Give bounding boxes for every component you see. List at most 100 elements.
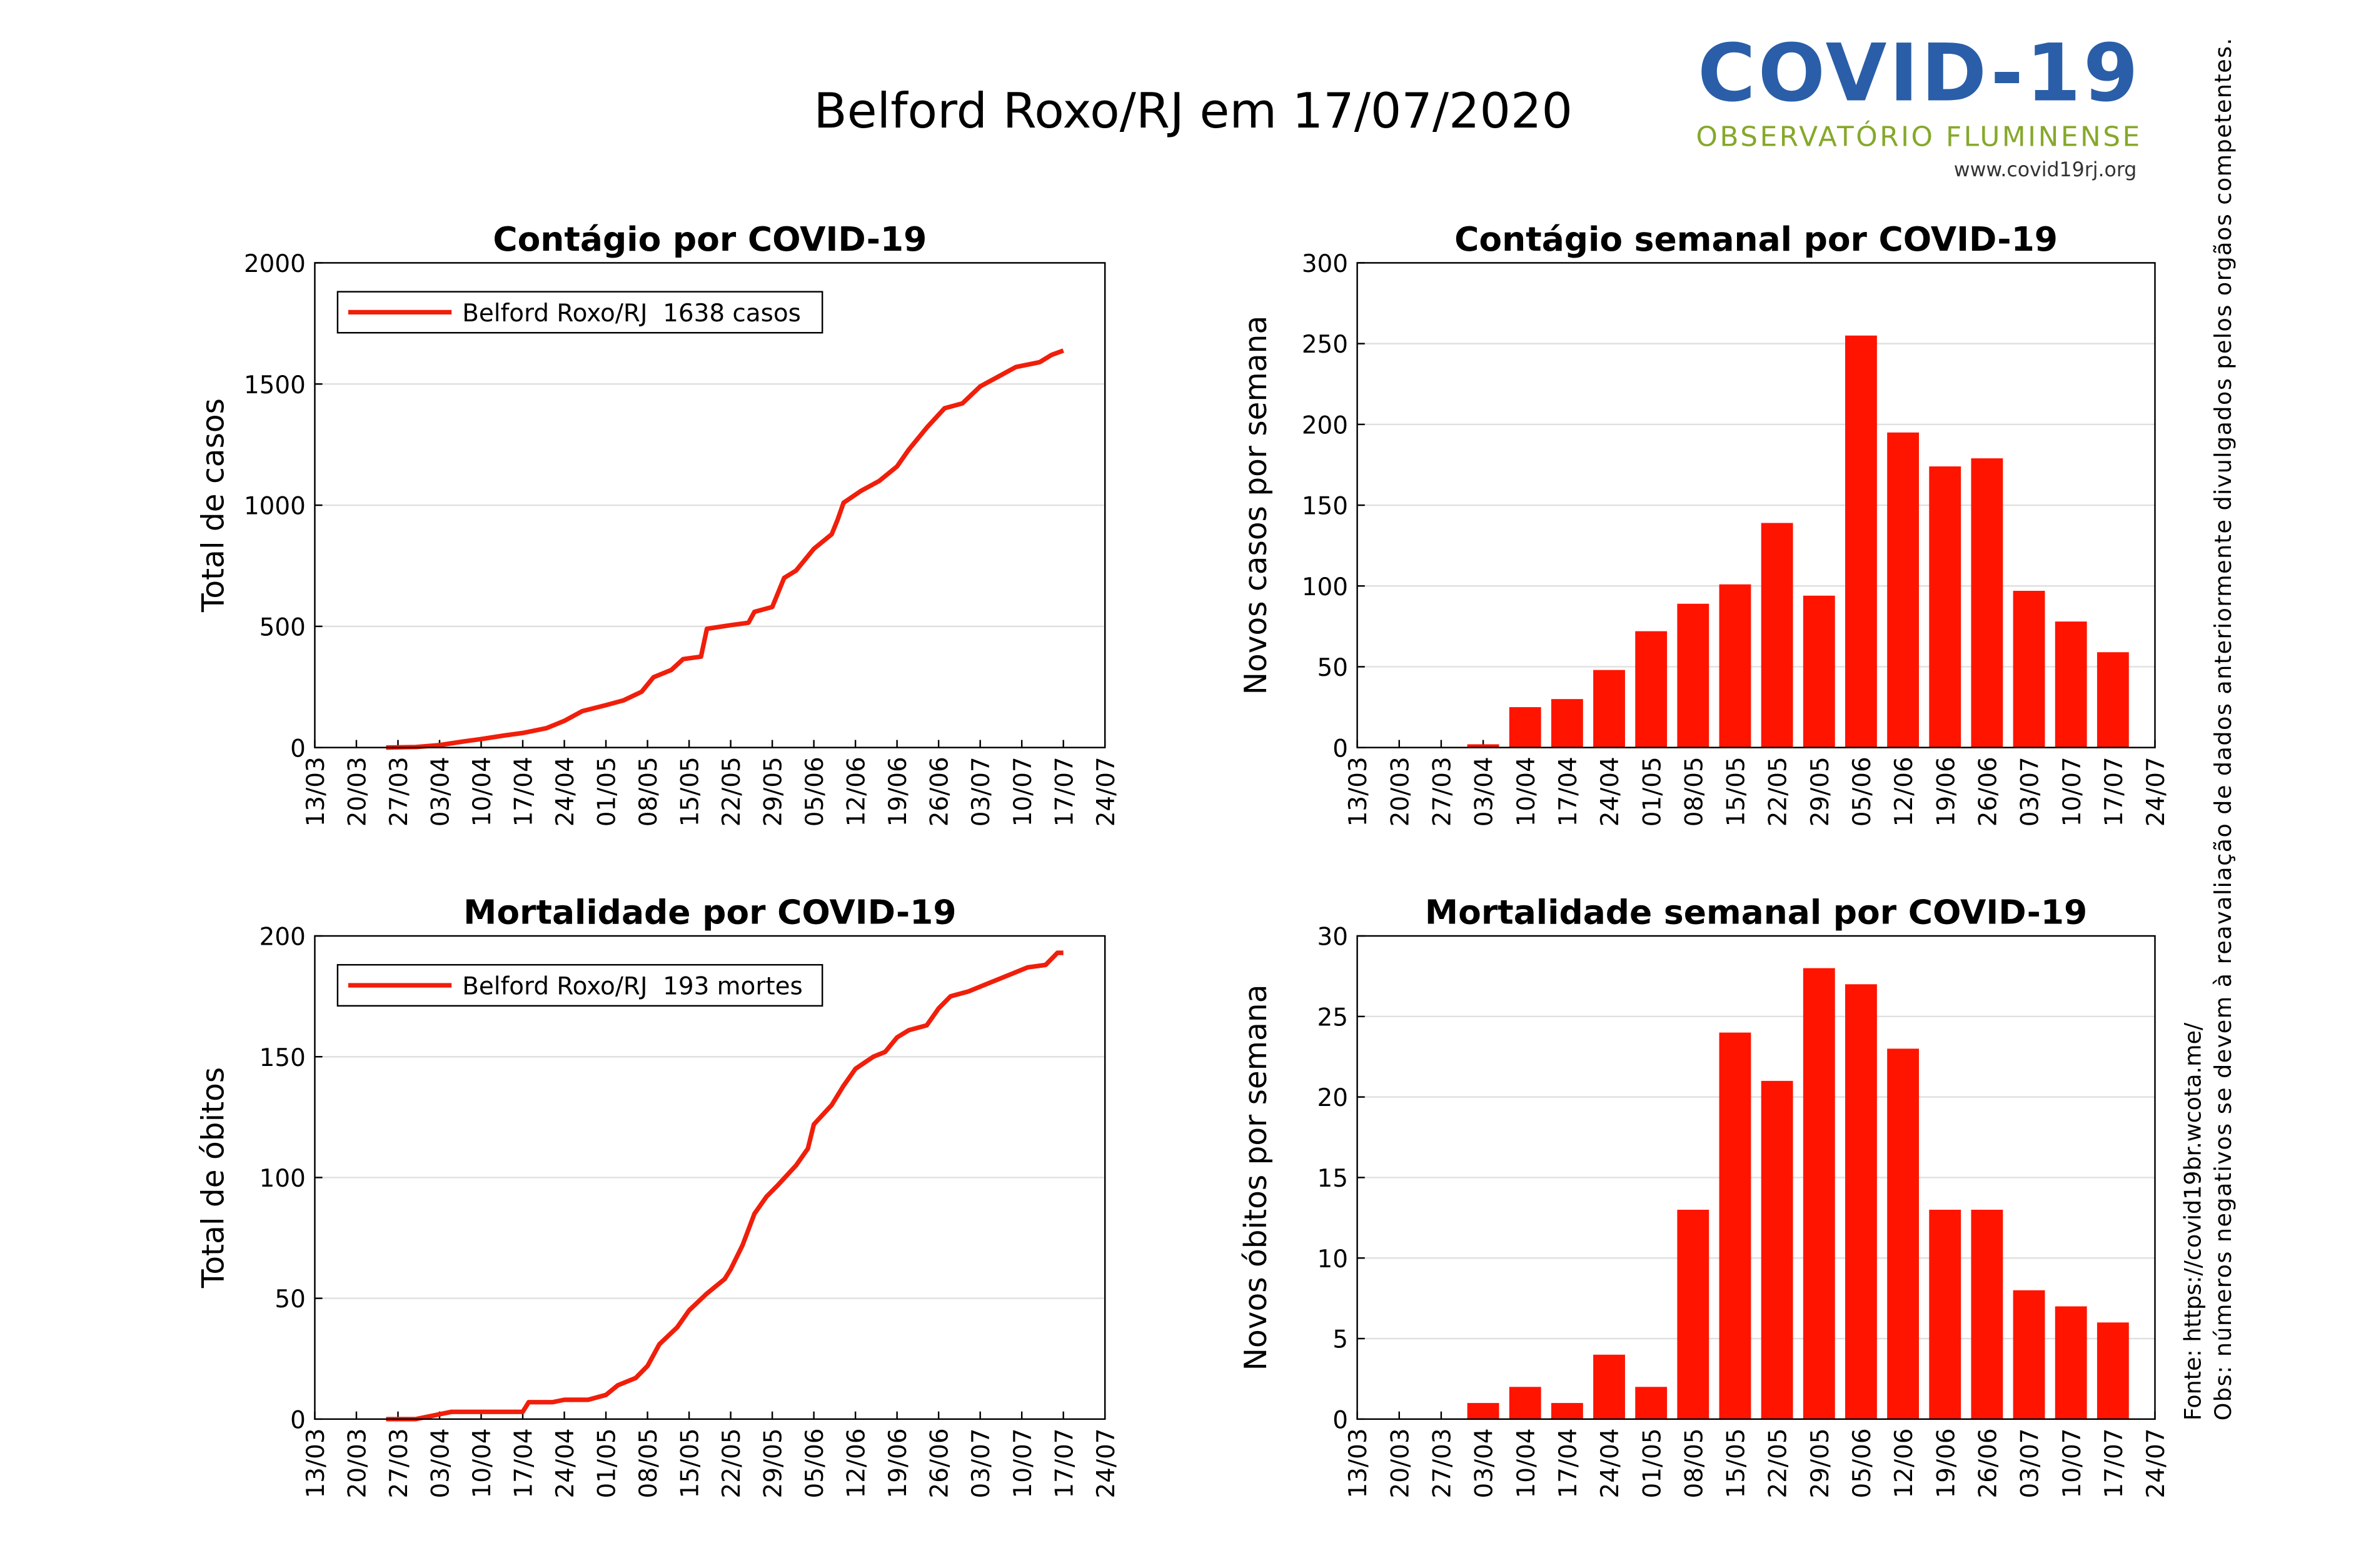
y-tick-label: 1500 xyxy=(244,371,306,400)
x-tick-label: 24/04 xyxy=(551,1428,580,1498)
y-axis-label: Novos casos por semana xyxy=(1239,316,1274,695)
bar xyxy=(1887,432,1920,748)
x-tick-label: 29/05 xyxy=(1806,1428,1835,1498)
y-tick-label: 100 xyxy=(259,1165,306,1193)
y-tick-label: 0 xyxy=(290,1406,306,1434)
x-tick-label: 15/05 xyxy=(677,1428,705,1498)
bar xyxy=(1593,670,1625,748)
bar xyxy=(1803,968,1835,1419)
x-tick-label: 27/03 xyxy=(385,756,413,827)
line xyxy=(386,950,1064,1422)
x-tick-label: 26/06 xyxy=(1974,1428,2002,1498)
x-tick-label: 05/06 xyxy=(801,756,829,827)
x-tick-label: 05/06 xyxy=(801,1428,829,1498)
chart-title: Contágio por COVID-19 xyxy=(493,219,927,259)
main-title: Belford Roxo/RJ em 17/07/2020 xyxy=(813,83,1573,139)
x-tick-label: 13/03 xyxy=(1344,756,1372,827)
logo-url: www.covid19rj.org xyxy=(1954,159,2137,181)
line xyxy=(386,348,1064,750)
chart-title: Contágio semanal por COVID-19 xyxy=(1454,219,2058,259)
y-tick-label: 0 xyxy=(1332,1406,1348,1434)
x-tick-label: 17/07 xyxy=(2100,756,2128,827)
y-tick-label: 30 xyxy=(1317,923,1348,952)
y-tick-label: 25 xyxy=(1317,1003,1348,1032)
y-axis-label: Novos óbitos por semana xyxy=(1239,984,1274,1370)
x-tick-label: 13/03 xyxy=(1344,1428,1372,1498)
y-tick-label: 1000 xyxy=(244,493,306,521)
bar xyxy=(2097,1322,2129,1419)
plot-frame xyxy=(314,262,1106,748)
y-tick-label: 0 xyxy=(290,735,306,763)
x-tick-label: 26/06 xyxy=(926,1428,954,1498)
x-tick-label: 22/05 xyxy=(1764,756,1793,827)
x-tick-label: 26/06 xyxy=(1974,756,2002,827)
x-tick-label: 01/05 xyxy=(593,756,622,827)
x-tick-label: 15/05 xyxy=(677,756,705,827)
x-tick-label: 10/04 xyxy=(1513,756,1541,827)
x-tick-label: 03/04 xyxy=(1471,756,1499,827)
x-tick-label: 22/05 xyxy=(1764,1428,1793,1498)
x-tick-label: 10/07 xyxy=(2058,1428,2087,1498)
x-tick-label: 24/04 xyxy=(1596,756,1624,827)
x-tick-label: 20/03 xyxy=(1386,1428,1414,1498)
bar xyxy=(1677,603,1709,748)
x-tick-label: 17/07 xyxy=(1050,1428,1079,1498)
x-tick-label: 19/06 xyxy=(1932,756,1960,827)
x-tick-label: 08/05 xyxy=(1680,756,1708,827)
x-tick-label: 01/05 xyxy=(1638,756,1666,827)
bar xyxy=(1719,1032,1751,1419)
x-tick-label: 08/05 xyxy=(635,1428,663,1498)
y-axis-label: Total de casos xyxy=(196,398,231,613)
x-tick-label: 29/05 xyxy=(760,756,788,827)
x-tick-label: 03/04 xyxy=(427,756,455,827)
x-tick-label: 08/05 xyxy=(635,756,663,827)
bar xyxy=(1971,458,2003,748)
x-tick-label: 03/04 xyxy=(427,1428,455,1498)
x-tick-label: 17/04 xyxy=(1554,1428,1583,1498)
y-tick-label: 200 xyxy=(259,923,306,952)
x-tick-label: 17/04 xyxy=(510,1428,538,1498)
x-tick-label: 10/04 xyxy=(468,756,496,827)
x-tick-label: 10/07 xyxy=(1009,756,1037,827)
x-tick-label: 17/04 xyxy=(1554,756,1583,827)
x-tick-label: 19/06 xyxy=(884,756,912,827)
bar xyxy=(1761,1080,1793,1419)
bar xyxy=(1929,1209,1961,1419)
logo-title: COVID-19 xyxy=(1698,27,2138,119)
x-tick-label: 24/07 xyxy=(2142,756,2170,827)
x-tick-label: 10/04 xyxy=(1513,1428,1541,1498)
x-tick-label: 10/04 xyxy=(468,1428,496,1498)
x-tick-label: 05/06 xyxy=(1848,756,1876,827)
bar xyxy=(2055,621,2087,748)
logo-subtitle: OBSERVATÓRIO FLUMINENSE xyxy=(1696,119,2140,153)
obs-note: Obs: números negativos se devem à reaval… xyxy=(2210,38,2237,1421)
bar xyxy=(2013,1290,2045,1419)
bar xyxy=(1719,584,1751,748)
bar xyxy=(2055,1306,2087,1419)
x-tick-label: 22/05 xyxy=(718,756,746,827)
x-tick-label: 24/07 xyxy=(1092,1428,1120,1498)
legend-label: Belford Roxo/RJ 1638 casos xyxy=(462,299,801,328)
y-tick-label: 0 xyxy=(1332,735,1348,763)
bar xyxy=(1551,699,1583,748)
y-tick-label: 150 xyxy=(1302,493,1348,521)
bar xyxy=(1635,631,1668,748)
y-tick-label: 150 xyxy=(259,1044,306,1072)
bar xyxy=(1677,1209,1709,1419)
bar xyxy=(1971,1209,2003,1419)
legend-label: Belford Roxo/RJ 193 mortes xyxy=(462,973,803,1001)
y-tick-label: 10 xyxy=(1317,1245,1348,1274)
x-tick-label: 13/03 xyxy=(302,1428,330,1498)
x-tick-label: 10/07 xyxy=(2058,756,2087,827)
x-tick-label: 13/03 xyxy=(302,756,330,827)
x-tick-label: 03/07 xyxy=(967,756,995,827)
x-tick-label: 24/07 xyxy=(1092,756,1120,827)
x-tick-label: 27/03 xyxy=(385,1428,413,1498)
x-tick-label: 22/05 xyxy=(718,1428,746,1498)
x-tick-label: 17/07 xyxy=(2100,1428,2128,1498)
y-tick-label: 5 xyxy=(1332,1326,1348,1354)
y-tick-label: 15 xyxy=(1317,1165,1348,1193)
source-note: Fonte: https://covid19br.wcota.me/ xyxy=(2179,1022,2206,1420)
